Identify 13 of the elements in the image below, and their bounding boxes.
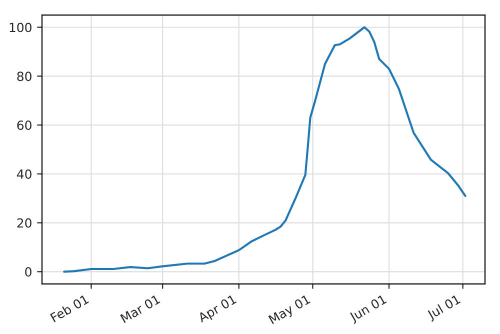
y-tick-label: 100 xyxy=(10,22,32,32)
y-tick-label: 80 xyxy=(17,72,32,82)
x-tick-label: Jun 01 xyxy=(348,294,388,324)
y-tick-label: 20 xyxy=(17,218,32,228)
y-tick-label: 60 xyxy=(17,120,32,130)
x-tick-label: Feb 01 xyxy=(50,294,90,322)
line-series xyxy=(63,26,466,273)
x-tick-label: Mar 01 xyxy=(120,294,160,324)
x-tick-label: May 01 xyxy=(268,294,312,326)
x-tick-label: Apr 01 xyxy=(197,294,238,325)
y-tick-label: 40 xyxy=(16,169,32,179)
x-tick-label: Jul 01 xyxy=(426,294,462,322)
y-tick-label: 0 xyxy=(25,267,32,277)
